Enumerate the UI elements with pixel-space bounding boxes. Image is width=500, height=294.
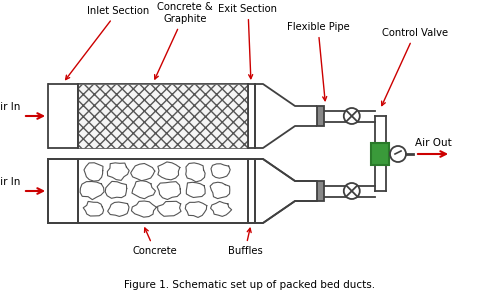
- Circle shape: [390, 146, 406, 162]
- Text: Inlet Section: Inlet Section: [66, 6, 149, 80]
- Bar: [80, 161, 246, 221]
- Text: Figure 1. Schematic set up of packed bed ducts.: Figure 1. Schematic set up of packed bed…: [124, 280, 376, 290]
- Bar: [317, 181, 324, 201]
- Text: Exit Section: Exit Section: [218, 4, 278, 79]
- Text: Flexible Pipe: Flexible Pipe: [286, 22, 350, 101]
- Text: Air In: Air In: [0, 177, 20, 187]
- Bar: [78, 84, 248, 148]
- Circle shape: [344, 108, 360, 124]
- Text: Concrete: Concrete: [132, 228, 178, 256]
- Text: Air In: Air In: [0, 102, 20, 112]
- Bar: [317, 106, 324, 126]
- Text: Control Valve: Control Valve: [382, 28, 448, 106]
- Text: Buffles: Buffles: [228, 228, 262, 256]
- Bar: [371, 143, 389, 165]
- Text: Concrete &
Graphite: Concrete & Graphite: [154, 2, 213, 79]
- Text: Air Out: Air Out: [415, 138, 452, 148]
- Circle shape: [344, 183, 360, 199]
